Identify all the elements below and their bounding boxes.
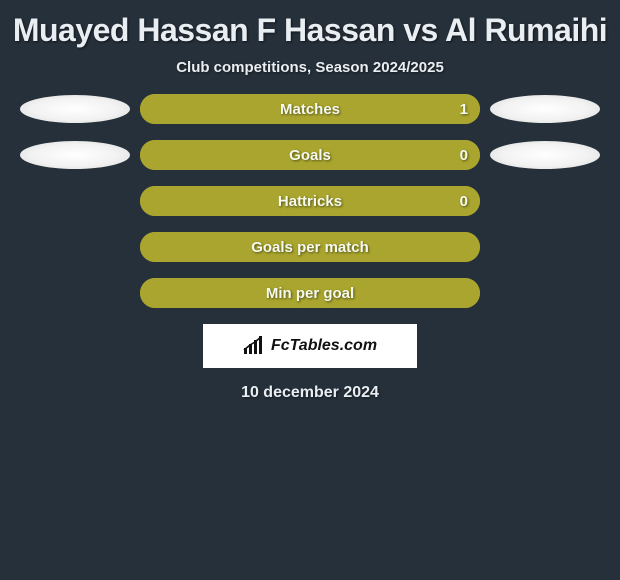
brand-text: FcTables.com [271,337,377,355]
stat-bar: Hattricks0 [140,186,480,216]
stat-row: Goals0 [0,140,620,170]
stat-rows: Matches1Goals0Hattricks0Goals per matchM… [0,94,620,308]
stat-label: Min per goal [140,278,480,308]
player-left-oval [20,95,130,123]
stat-label: Hattricks [140,186,480,216]
stat-bar: Min per goal [140,278,480,308]
stat-row: Matches1 [0,94,620,124]
stat-bar: Matches1 [140,94,480,124]
stat-label: Goals [140,140,480,170]
stat-label: Matches [140,94,480,124]
stat-value: 0 [460,140,468,170]
stat-row: Goals per match [0,232,620,262]
page-title: Muayed Hassan F Hassan vs Al Rumaihi [0,0,620,53]
stat-value: 1 [460,94,468,124]
stat-value: 0 [460,186,468,216]
date-text: 10 december 2024 [0,368,620,402]
stat-row: Hattricks0 [0,186,620,216]
brand-box: FcTables.com [203,324,417,368]
chart-icon [243,336,265,356]
player-right-oval [490,95,600,123]
stat-row: Min per goal [0,278,620,308]
player-left-oval [20,141,130,169]
stat-label: Goals per match [140,232,480,262]
stat-bar: Goals0 [140,140,480,170]
player-right-oval [490,141,600,169]
page-subtitle: Club competitions, Season 2024/2025 [0,53,620,94]
stat-bar: Goals per match [140,232,480,262]
